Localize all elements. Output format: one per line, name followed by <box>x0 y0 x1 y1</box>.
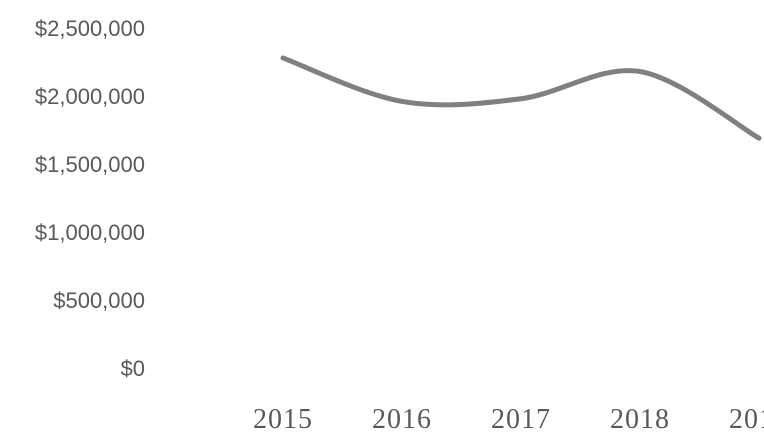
x-tick-label: 2016 <box>372 404 432 432</box>
y-tick-label: $1,000,000 <box>35 220 145 245</box>
x-tick-label: 2018 <box>610 404 670 432</box>
x-tick-label: 2019 <box>729 404 764 432</box>
series-line <box>280 55 762 141</box>
y-tick-label: $1,500,000 <box>35 152 145 177</box>
x-tick-label: 2015 <box>253 404 313 432</box>
y-tick-label: $2,500,000 <box>35 16 145 41</box>
y-tick-label: $0 <box>121 356 145 381</box>
y-axis-ticks: $2,500,000 $2,000,000 $1,500,000 $1,000,000… <box>35 16 145 381</box>
x-axis-ticks: 2015 2016 2017 2018 2019 <box>253 404 764 432</box>
y-tick-label: $500,000 <box>53 288 145 313</box>
series-layer <box>280 55 762 141</box>
x-tick-label: 2017 <box>491 404 551 432</box>
y-tick-label: $2,000,000 <box>35 84 145 109</box>
